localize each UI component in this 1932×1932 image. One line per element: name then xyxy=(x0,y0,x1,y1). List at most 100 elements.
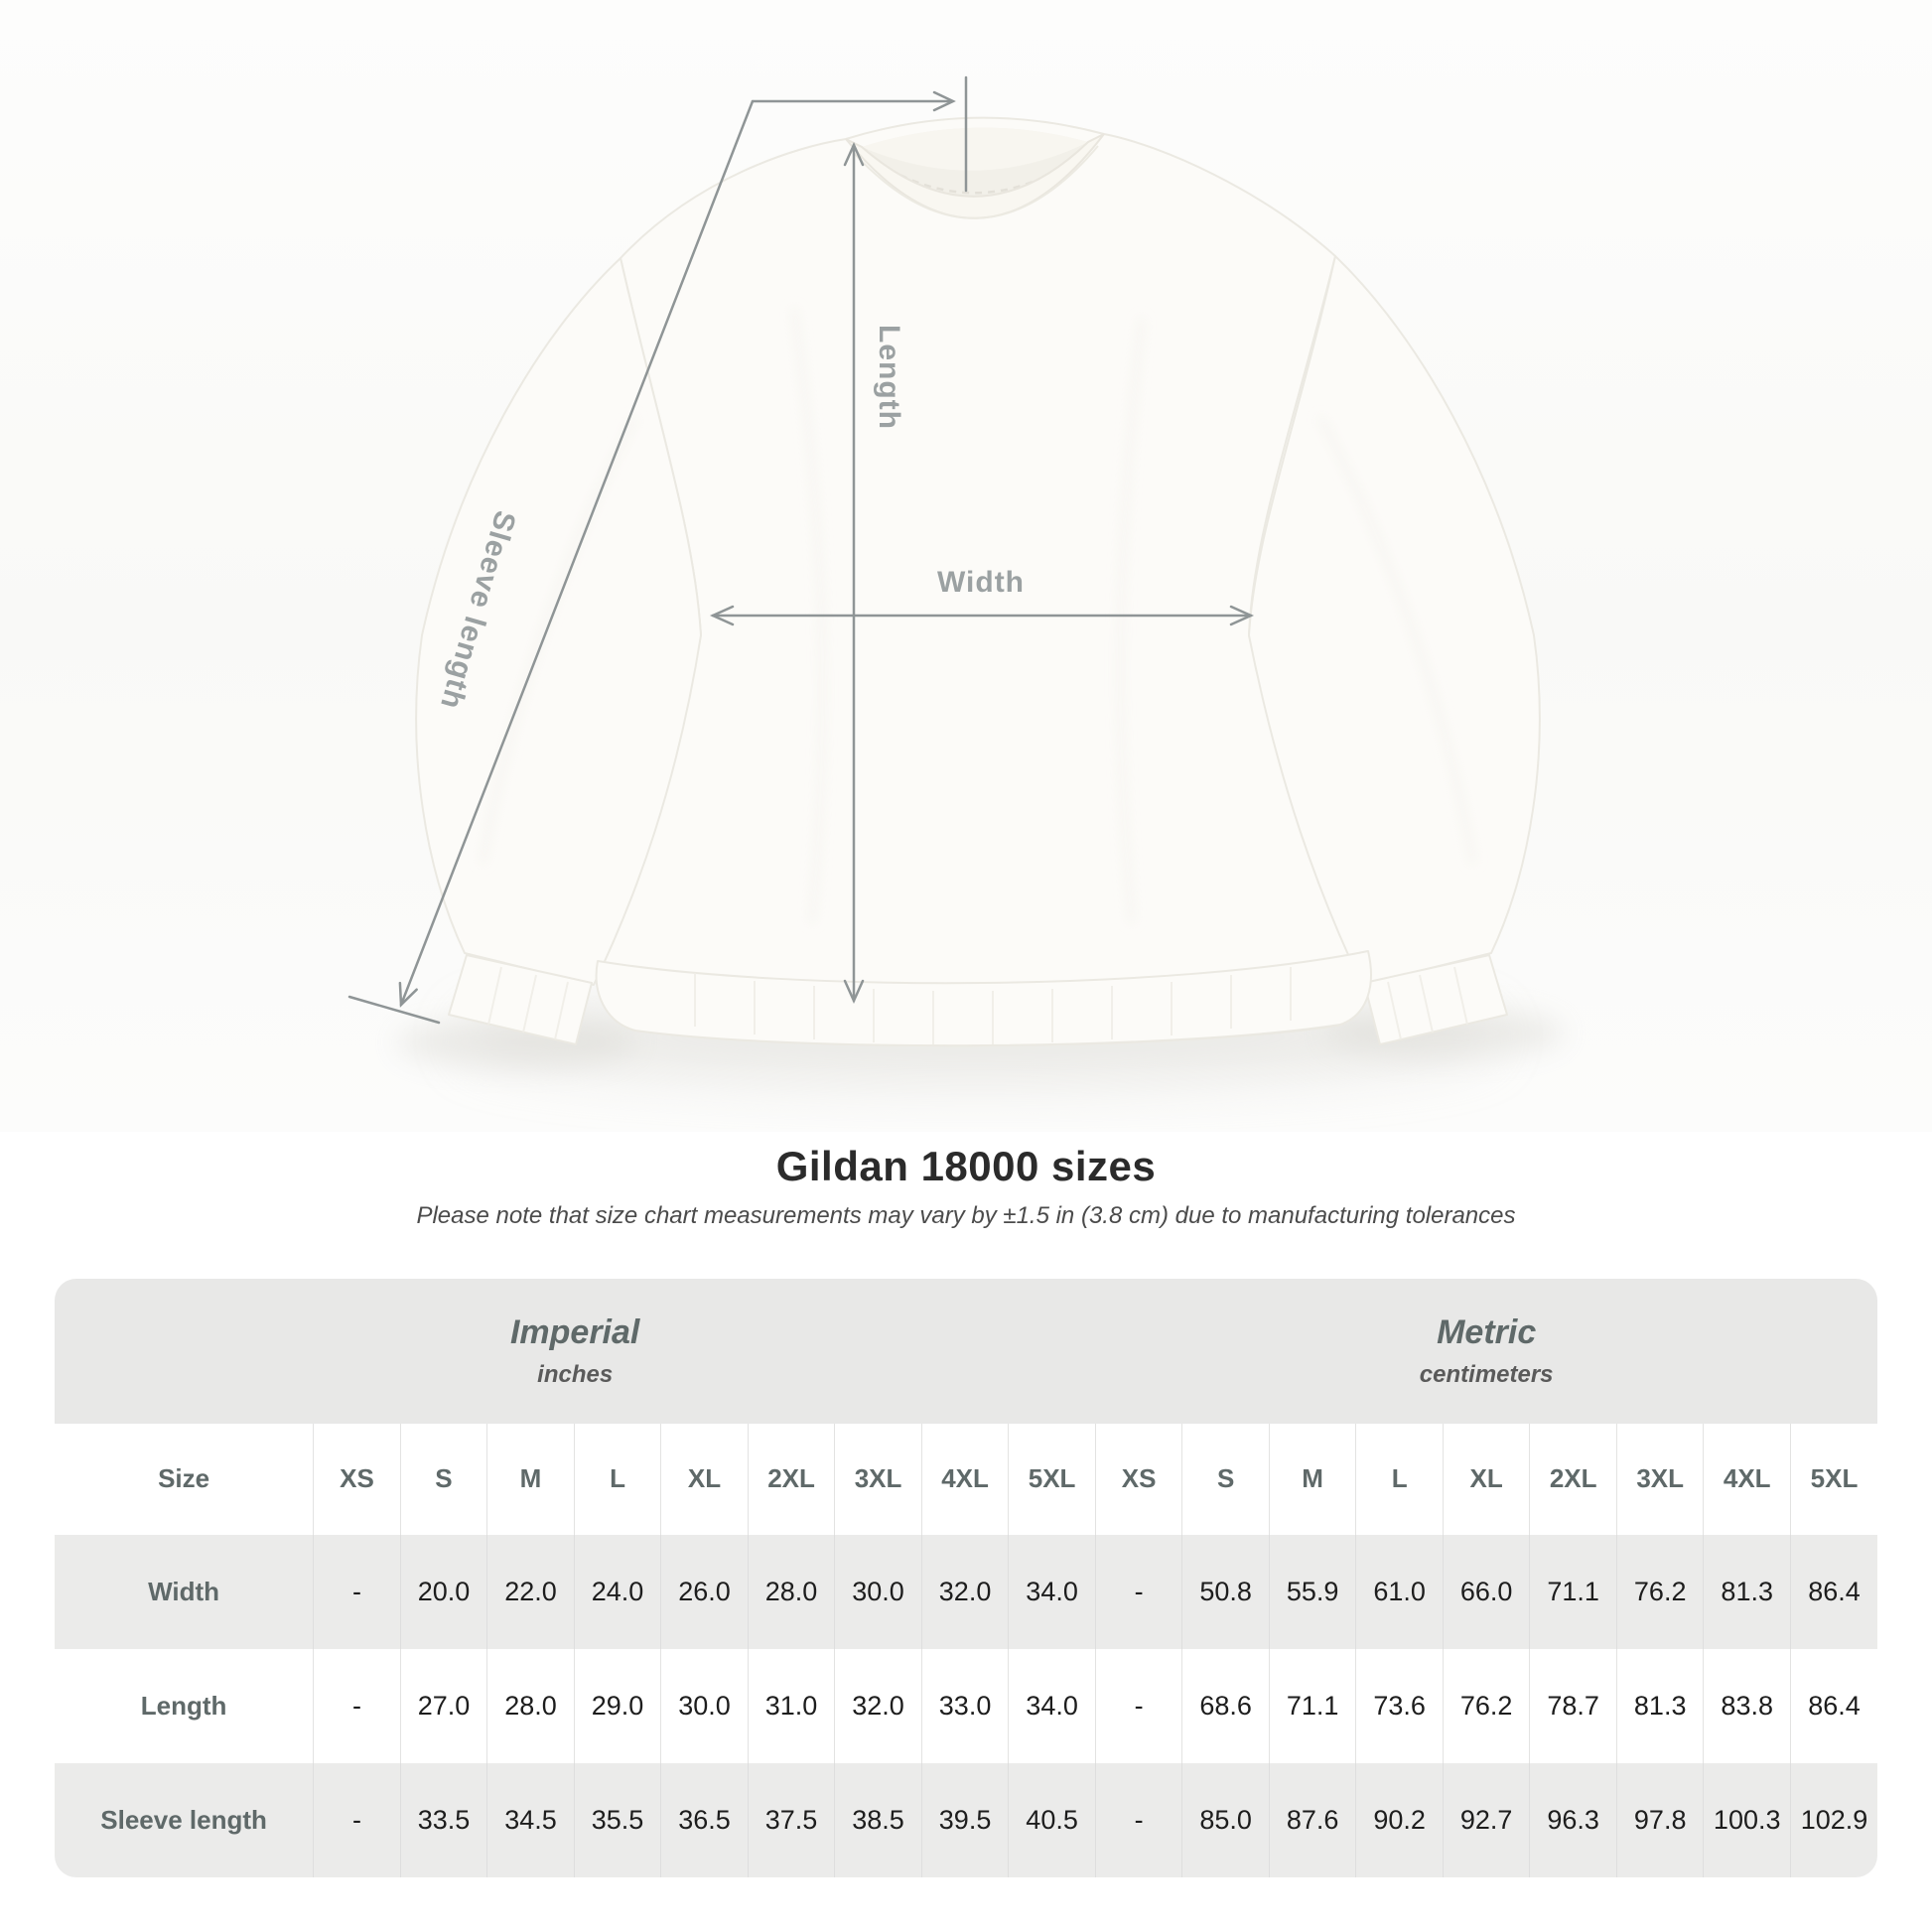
size-header-metric-xl: XL xyxy=(1442,1423,1530,1535)
size-header-imperial-xl: XL xyxy=(660,1423,749,1535)
value-cell: 40.5 xyxy=(1008,1762,1096,1877)
value-cell: 29.0 xyxy=(573,1648,661,1763)
value-cell: 90.2 xyxy=(1355,1762,1444,1877)
size-header-metric-5xl: 5XL xyxy=(1789,1423,1877,1535)
value-cell: 92.7 xyxy=(1442,1762,1530,1877)
value-cell: 83.8 xyxy=(1703,1648,1791,1763)
size-header-row: Size XS S M L XL 2XL 3XL 4XL 5XL XS S M L XL 2XL 3XL 4XL… xyxy=(55,1423,1877,1535)
value-cell: 96.3 xyxy=(1529,1762,1617,1877)
measurement-row-width: Width -20.0 22.0 24.0 26.0 28.0 30.0 32.0 34.0-5… xyxy=(55,1534,1877,1649)
imperial-group-header: Imperial inches xyxy=(55,1278,1096,1424)
unit-group-row: Imperial inches Metric centimeters xyxy=(55,1278,1877,1424)
row-label: Sleeve length xyxy=(100,1804,267,1835)
tolerance-note: Please note that size chart measurements… xyxy=(416,1202,1516,1230)
size-header-imperial-l: L xyxy=(573,1423,661,1535)
width-label: Width xyxy=(937,566,1025,599)
value-cell: 33.5 xyxy=(399,1762,487,1877)
value-cell: 31.0 xyxy=(747,1648,835,1763)
value-cell: 24.0 xyxy=(573,1534,661,1649)
sleeve-end-tick xyxy=(347,995,441,1025)
value-cell: - xyxy=(313,1534,401,1649)
arrowhead-down xyxy=(843,979,865,1005)
value-cell: 37.5 xyxy=(747,1762,835,1877)
value-cell: 30.0 xyxy=(834,1534,922,1649)
size-header-imperial-s: S xyxy=(399,1423,487,1535)
left-cuff xyxy=(448,954,593,1045)
collar xyxy=(845,127,1105,219)
size-header-imperial-m: M xyxy=(486,1423,575,1535)
size-header-metric-3xl: 3XL xyxy=(1615,1423,1704,1535)
metric-group-header: Metric centimeters xyxy=(1095,1278,1877,1424)
size-header-metric-s: S xyxy=(1181,1423,1270,1535)
sweatshirt-measurement-diagram: Length Width Sleeve length xyxy=(347,75,1564,1083)
right-sleeve xyxy=(1248,255,1541,986)
rib-lines xyxy=(487,966,1468,1044)
arrowhead-left xyxy=(709,605,735,626)
size-table-container: Imperial inches Metric centimeters Size … xyxy=(55,1278,1877,1877)
value-cell: 85.0 xyxy=(1181,1762,1270,1877)
value-cell: 38.5 xyxy=(834,1762,922,1877)
row-label: Length xyxy=(140,1690,227,1721)
measurement-row-length: Length -27.0 28.0 29.0 30.0 31.0 32.0 33.0 34.0-… xyxy=(55,1648,1877,1763)
value-cell: 36.5 xyxy=(660,1762,749,1877)
value-cell: 71.1 xyxy=(1529,1534,1617,1649)
value-cell: 34.0 xyxy=(1008,1648,1096,1763)
value-cell: 34.5 xyxy=(486,1762,575,1877)
value-cell: 33.0 xyxy=(920,1648,1009,1763)
size-header-metric-xs: XS xyxy=(1094,1423,1182,1535)
size-header-metric-m: M xyxy=(1268,1423,1356,1535)
value-cell: 81.3 xyxy=(1615,1648,1704,1763)
measurement-overlay xyxy=(347,75,1255,1025)
value-cell: 71.1 xyxy=(1268,1648,1356,1763)
arrowhead-right2 xyxy=(1229,605,1255,626)
arrowhead-right xyxy=(932,90,956,112)
value-cell: 55.9 xyxy=(1268,1534,1356,1649)
size-header-imperial-2xl: 2XL xyxy=(747,1423,835,1535)
title-block: Gildan 18000 sizes Please note that size… xyxy=(0,1142,1932,1233)
right-cuff xyxy=(1363,954,1508,1045)
value-cell: 22.0 xyxy=(486,1534,575,1649)
sweatshirt-illustration xyxy=(415,116,1541,1047)
left-sleeve xyxy=(415,257,702,986)
value-cell: 39.5 xyxy=(920,1762,1009,1877)
value-cell: 30.0 xyxy=(660,1648,749,1763)
metric-unit: centimeters xyxy=(1419,1361,1554,1389)
size-header-imperial-5xl: 5XL xyxy=(1008,1423,1096,1535)
value-cell: 61.0 xyxy=(1355,1534,1444,1649)
garment-photo-section: Length Width Sleeve length xyxy=(0,0,1932,1132)
value-cell: 32.0 xyxy=(834,1648,922,1763)
value-cell: 27.0 xyxy=(399,1648,487,1763)
value-cell: 73.6 xyxy=(1355,1648,1444,1763)
value-cell: 28.0 xyxy=(747,1534,835,1649)
value-cell: 102.9 xyxy=(1789,1762,1877,1877)
row-label: Width xyxy=(148,1576,220,1606)
value-cell: 20.0 xyxy=(399,1534,487,1649)
imperial-label: Imperial xyxy=(509,1313,640,1352)
value-cell: 28.0 xyxy=(486,1648,575,1763)
value-cell: 50.8 xyxy=(1181,1534,1270,1649)
value-cell: - xyxy=(313,1762,401,1877)
size-header-metric-l: L xyxy=(1355,1423,1444,1535)
value-cell: 66.0 xyxy=(1442,1534,1530,1649)
value-cell: 35.5 xyxy=(573,1762,661,1877)
size-header-metric-4xl: 4XL xyxy=(1703,1423,1791,1535)
size-header-metric-2xl: 2XL xyxy=(1529,1423,1617,1535)
value-cell: - xyxy=(1094,1762,1182,1877)
hem-band xyxy=(595,950,1372,1047)
collar-outer-stitch xyxy=(851,145,1099,219)
value-cell: 78.7 xyxy=(1529,1648,1617,1763)
value-cell: 34.0 xyxy=(1008,1534,1096,1649)
value-cell: 76.2 xyxy=(1442,1648,1530,1763)
size-header-imperial-4xl: 4XL xyxy=(920,1423,1009,1535)
page-title: Gildan 18000 sizes xyxy=(775,1143,1157,1189)
value-cell: 100.3 xyxy=(1703,1762,1791,1877)
sleeve-measure-diagonal xyxy=(399,99,755,1007)
value-cell: 76.2 xyxy=(1615,1534,1704,1649)
value-cell: 86.4 xyxy=(1789,1534,1877,1649)
value-cell: 32.0 xyxy=(920,1534,1009,1649)
length-label: Length xyxy=(873,325,905,430)
size-column-header: Size xyxy=(55,1423,314,1535)
value-cell: 87.6 xyxy=(1268,1762,1356,1877)
size-header-imperial-xs: XS xyxy=(313,1423,401,1535)
